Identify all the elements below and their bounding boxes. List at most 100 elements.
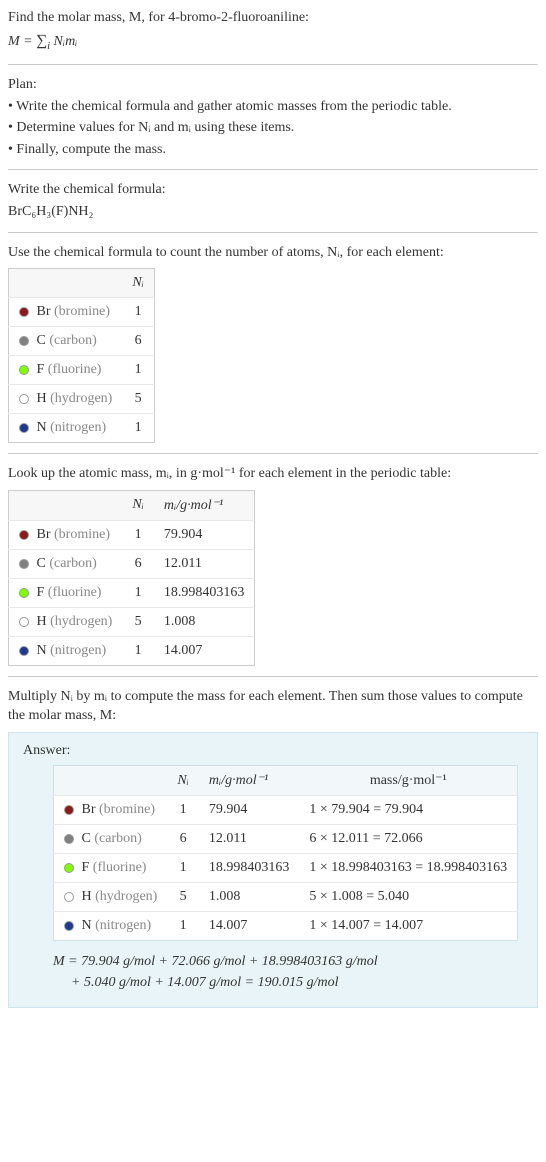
table-row: H (hydrogen) 5 1.008 [9, 607, 255, 636]
table-row: H (hydrogen) 5 1.008 5 × 1.008 = 5.040 [54, 883, 518, 912]
element-name: (hydrogen) [95, 889, 157, 904]
chem-formula-heading: Write the chemical formula: [8, 180, 538, 200]
table-row: F (fluorine) 1 [9, 356, 155, 385]
element-symbol: H [37, 614, 47, 629]
element-symbol: F [82, 860, 90, 875]
ni-cell: 1 [122, 298, 154, 327]
table-header-blank [54, 766, 168, 796]
table-row: Br (bromine) 1 [9, 298, 155, 327]
intro-formula: M = ∑i Nᵢmᵢ [8, 30, 538, 54]
element-name: (hydrogen) [50, 614, 112, 629]
element-name: (fluorine) [48, 585, 102, 600]
element-swatch [64, 805, 74, 815]
answer-equation: M = 79.904 g/mol + 72.066 g/mol + 18.998… [53, 951, 523, 993]
table-header-mass: mass/g·mol⁻¹ [299, 766, 517, 796]
element-name: (carbon) [94, 831, 141, 846]
element-swatch [19, 336, 29, 346]
element-swatch [19, 617, 29, 627]
element-swatch [19, 530, 29, 540]
element-cell: C (carbon) [9, 549, 123, 578]
element-symbol: H [82, 889, 92, 904]
formula-rhs: Nᵢmᵢ [50, 34, 77, 49]
table-row: C (carbon) 6 12.011 6 × 12.011 = 72.066 [54, 825, 518, 854]
answer-box: Answer: Nᵢ mᵢ/g·mol⁻¹ mass/g·mol⁻¹ Br (b… [8, 732, 538, 1008]
element-name: (bromine) [54, 527, 110, 542]
table-header-ni: Nᵢ [122, 269, 154, 298]
table-row: C (carbon) 6 [9, 327, 155, 356]
mi-cell: 1.008 [154, 607, 255, 636]
ni-cell: 1 [122, 414, 154, 443]
ni-cell: 1 [167, 796, 199, 825]
element-swatch [19, 307, 29, 317]
element-cell: H (hydrogen) [54, 883, 168, 912]
ni-cell: 1 [122, 636, 154, 665]
element-swatch [19, 423, 29, 433]
element-name: (nitrogen) [50, 643, 106, 658]
element-name: (nitrogen) [50, 420, 106, 435]
element-symbol: N [82, 918, 92, 933]
intro-line1: Find the molar mass, M, for 4-bromo-2-fl… [8, 8, 538, 28]
answer-label: Answer: [23, 743, 523, 759]
element-swatch [64, 834, 74, 844]
mass-cell: 1 × 14.007 = 14.007 [299, 912, 517, 941]
table-header-ni: Nᵢ [122, 490, 154, 520]
multiply-heading: Multiply Nᵢ by mᵢ to compute the mass fo… [8, 687, 538, 726]
element-name: (carbon) [49, 556, 96, 571]
lookup-section: Look up the atomic mass, mᵢ, in g·mol⁻¹ … [8, 464, 538, 666]
element-swatch [64, 921, 74, 931]
ni-cell: 1 [122, 520, 154, 549]
table-header-blank [9, 490, 123, 520]
element-symbol: N [37, 420, 47, 435]
answer-table: Nᵢ mᵢ/g·mol⁻¹ mass/g·mol⁻¹ Br (bromine) … [53, 765, 518, 941]
element-cell: F (fluorine) [9, 356, 123, 385]
mass-cell: 1 × 79.904 = 79.904 [299, 796, 517, 825]
plan-bullet: • Write the chemical formula and gather … [8, 97, 538, 117]
ni-cell: 5 [122, 385, 154, 414]
mass-cell: 5 × 1.008 = 5.040 [299, 883, 517, 912]
table-row: Br (bromine) 1 79.904 1 × 79.904 = 79.90… [54, 796, 518, 825]
ni-cell: 1 [122, 578, 154, 607]
mi-cell: 1.008 [199, 883, 300, 912]
table-row: H (hydrogen) 5 [9, 385, 155, 414]
table-header-mi: mᵢ/g·mol⁻¹ [199, 766, 300, 796]
element-cell: Br (bromine) [9, 520, 123, 549]
element-cell: H (hydrogen) [9, 385, 123, 414]
mi-cell: 12.011 [199, 825, 300, 854]
element-name: (fluorine) [93, 860, 147, 875]
element-symbol: C [37, 333, 46, 348]
sum-symbol: ∑ [36, 32, 47, 49]
plan-bullet: • Determine values for Nᵢ and mᵢ using t… [8, 118, 538, 138]
intro-section: Find the molar mass, M, for 4-bromo-2-fl… [8, 8, 538, 54]
element-swatch [64, 892, 74, 902]
divider [8, 676, 538, 677]
ni-cell: 1 [167, 912, 199, 941]
element-cell: C (carbon) [54, 825, 168, 854]
element-symbol: C [37, 556, 46, 571]
count-table: Nᵢ Br (bromine) 1 C (carbon) 6 F (fluori… [8, 268, 155, 443]
element-symbol: H [37, 391, 47, 406]
formula-lhs: M = [8, 34, 36, 49]
mi-cell: 18.998403163 [199, 854, 300, 883]
element-symbol: Br [37, 527, 51, 542]
plan-section: Plan: • Write the chemical formula and g… [8, 75, 538, 159]
mi-cell: 79.904 [154, 520, 255, 549]
ni-cell: 5 [122, 607, 154, 636]
count-heading: Use the chemical formula to count the nu… [8, 243, 538, 263]
element-swatch [19, 646, 29, 656]
element-name: (bromine) [54, 304, 110, 319]
element-symbol: F [37, 585, 45, 600]
element-swatch [19, 588, 29, 598]
element-name: (bromine) [99, 802, 155, 817]
table-header-ni: Nᵢ [167, 766, 199, 796]
element-cell: Br (bromine) [9, 298, 123, 327]
element-cell: F (fluorine) [9, 578, 123, 607]
element-swatch [19, 559, 29, 569]
element-name: (carbon) [49, 333, 96, 348]
element-symbol: C [82, 831, 91, 846]
ni-cell: 6 [122, 549, 154, 578]
mi-cell: 14.007 [199, 912, 300, 941]
mi-cell: 12.011 [154, 549, 255, 578]
table-row: N (nitrogen) 1 14.007 [9, 636, 255, 665]
element-swatch [19, 365, 29, 375]
element-symbol: F [37, 362, 45, 377]
